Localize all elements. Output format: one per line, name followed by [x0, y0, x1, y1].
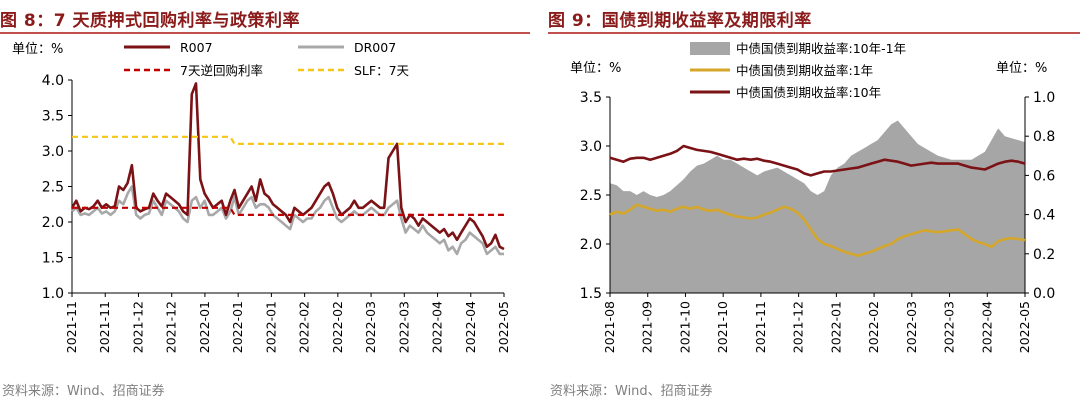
- figure-8-legend: R007 DR007 7天逆回购利率 SLF：7天: [124, 40, 410, 78]
- left-xtick-label: 2022-02: [330, 301, 345, 353]
- right-xtick-label: 2021-08: [602, 301, 617, 353]
- left-xtick-label: 2021-11: [97, 301, 112, 353]
- left-ytick-label: 1.0: [42, 286, 64, 302]
- right-left-ytick-label: 3.5: [580, 90, 602, 106]
- right-right-ytick-label: 0.4: [1033, 208, 1055, 224]
- left-xtick-label: 2022-01: [230, 301, 245, 353]
- legend-swatch-spread: [690, 42, 730, 55]
- figure-9-title: 图 9：国债到期收益率及期限利率: [548, 11, 812, 31]
- left-xtick-label: 2021-12: [164, 301, 179, 353]
- left-xtick-label: 2021-12: [130, 301, 145, 353]
- right-xtick-label: 2022-03: [942, 301, 957, 353]
- right-xtick-label: 2022-01: [828, 301, 843, 353]
- right-xtick-label: 2022-02: [866, 301, 881, 353]
- left-ytick-label: 2.0: [42, 215, 64, 231]
- legend-label-spread: 中债国债到期收益率:10年-1年: [736, 41, 906, 56]
- figure-8-source: 资料来源：Wind、招商证券: [2, 384, 165, 399]
- right-xtick-label: 2021-10: [715, 301, 730, 353]
- figure-9-panel: 图 9：国债到期收益率及期限利率 1.5 2.0 2.5 3.0 3.5 0.0 0.2 0.…: [548, 0, 1080, 402]
- left-ytick-label: 1.5: [42, 251, 64, 267]
- left-xtick-label: 2022-01: [263, 301, 278, 353]
- figure-9-series: [609, 144, 1026, 258]
- figure-9-right-unit-label: 单位：%: [996, 61, 1047, 76]
- left-xtick-label: 2022-03: [396, 301, 411, 353]
- right-left-ytick-label: 3.0: [580, 139, 602, 155]
- right-left-ytick-label: 2.0: [580, 237, 602, 253]
- left-ytick-label: 3.5: [42, 109, 64, 125]
- legend-label-r007: R007: [180, 40, 213, 55]
- left-xtick-label: 2022-02: [297, 301, 312, 353]
- figure-8-axes: 1.0 1.5 2.0 2.5 3.0 3.5 4.0 2021-11 2021-11 2021-…: [42, 73, 511, 353]
- series-r007: [70, 82, 505, 251]
- left-xtick-label: 2021-11: [64, 301, 79, 353]
- figure-8-panel: 图 8：7 天质押式回购利率与政策利率 1.0 1.5 2.0 2.5 3.0 3.5 4.…: [0, 0, 530, 402]
- right-xtick-label: 2021-10: [677, 301, 692, 353]
- right-xtick-label: 2021-09: [640, 301, 655, 353]
- right-xtick-label: 2021-12: [791, 301, 806, 353]
- figure-8-series: [70, 82, 505, 256]
- legend-label-1y: 中债国债到期收益率:1年: [736, 63, 873, 78]
- left-xtick-label: 2022-01: [197, 301, 212, 353]
- left-ytick-label: 3.0: [42, 144, 64, 160]
- left-ytick-label: 4.0: [42, 73, 64, 89]
- figure-8-title-rule: [0, 32, 530, 34]
- right-xtick-label: 2022-05: [1017, 301, 1032, 353]
- figure-9-left-unit-label: 单位：%: [570, 61, 621, 76]
- series-1y: [609, 203, 1026, 258]
- series-dr007: [71, 185, 504, 256]
- left-ytick-label: 2.5: [42, 180, 64, 196]
- left-xtick-label: 2022-04: [463, 301, 478, 353]
- left-xtick-label: 2022-04: [430, 301, 445, 353]
- figure-9-source: 资料来源：Wind、招商证券: [550, 384, 713, 399]
- right-right-ytick-label: 0.8: [1033, 129, 1055, 145]
- series-spread-area: [610, 120, 1025, 293]
- series-slf: [72, 135, 504, 145]
- figure-8-title: 图 8：7 天质押式回购利率与政策利率: [0, 11, 300, 31]
- legend-label-10y: 中债国债到期收益率:10年: [736, 85, 881, 100]
- figure-8-chart: 1.0 1.5 2.0 2.5 3.0 3.5 4.0 2021-11 2021-11 2021-…: [12, 40, 511, 353]
- figure-9-axes: 1.5 2.0 2.5 3.0 3.5 0.0 0.2 0.4 0.6 0.8 1.0 2021-08…: [580, 90, 1056, 353]
- legend-label-dr007: DR007: [354, 40, 396, 55]
- figure-8-unit-label: 单位：%: [12, 42, 63, 57]
- series-reverse-repo: [72, 206, 504, 216]
- right-right-ytick-label: 0.2: [1033, 247, 1055, 263]
- right-xtick-label: 2021-11: [753, 301, 768, 353]
- right-right-ytick-label: 0.6: [1033, 168, 1055, 184]
- legend-label-reverse-repo: 7天逆回购利率: [180, 63, 263, 78]
- figure-9-title-rule: [548, 32, 1080, 34]
- legend-label-slf: SLF：7天: [354, 63, 410, 78]
- right-right-ytick-label: 1.0: [1033, 90, 1055, 106]
- left-xtick-label: 2022-05: [496, 301, 511, 353]
- right-xtick-label: 2022-04: [979, 301, 994, 353]
- figure-9-chart: 1.5 2.0 2.5 3.0 3.5 0.0 0.2 0.4 0.6 0.8 1.0 2021-08…: [570, 41, 1056, 353]
- left-xtick-label: 2022-03: [363, 301, 378, 353]
- series-10y: [609, 144, 1026, 177]
- right-right-ytick-label: 0.0: [1033, 286, 1055, 302]
- figure-9-spread-area: [610, 120, 1025, 293]
- figure-9-legend: 中债国债到期收益率:10年-1年 中债国债到期收益率:1年 中债国债到期收益率:…: [690, 41, 906, 100]
- right-left-ytick-label: 1.5: [580, 286, 602, 302]
- right-left-ytick-label: 2.5: [580, 188, 602, 204]
- right-xtick-label: 2022-03: [904, 301, 919, 353]
